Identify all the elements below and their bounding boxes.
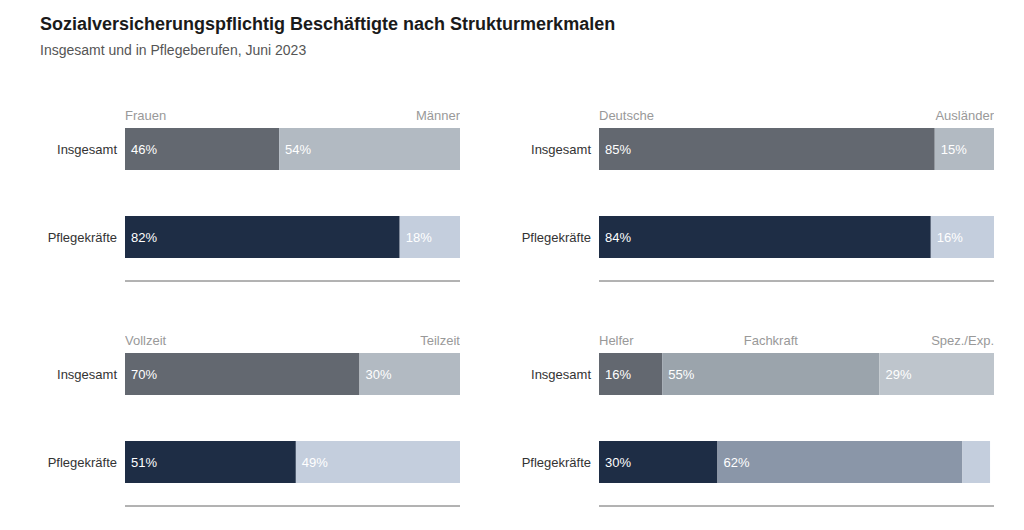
- svg-text:Helfer: Helfer: [599, 333, 634, 348]
- svg-text:49%: 49%: [302, 455, 328, 470]
- svg-text:30%: 30%: [366, 367, 392, 382]
- svg-text:Pflegekräfte: Pflegekräfte: [48, 230, 117, 245]
- svg-text:Insgesamt: Insgesamt: [531, 367, 591, 382]
- svg-text:16%: 16%: [937, 230, 963, 245]
- svg-text:16%: 16%: [605, 367, 631, 382]
- svg-text:15%: 15%: [941, 142, 967, 157]
- svg-text:18%: 18%: [406, 230, 432, 245]
- svg-text:Pflegekräfte: Pflegekräfte: [522, 455, 591, 470]
- html-text:Insgesamt und in Pflegeberufen: Insgesamt und in Pflegeberufen, Juni 202…: [40, 42, 307, 58]
- svg-text:85%: 85%: [605, 142, 631, 157]
- svg-text:Frauen: Frauen: [125, 108, 166, 123]
- svg-text:Insgesamt: Insgesamt: [531, 142, 591, 157]
- svg-text:Männer: Männer: [416, 108, 460, 123]
- svg-text:54%: 54%: [285, 142, 311, 157]
- svg-text:30%: 30%: [605, 455, 631, 470]
- svg-text:46%: 46%: [131, 142, 157, 157]
- svg-text:70%: 70%: [131, 367, 157, 382]
- svg-text:Teilzeit: Teilzeit: [420, 333, 460, 348]
- svg-text:Ausländer: Ausländer: [935, 108, 994, 123]
- svg-text:29%: 29%: [885, 367, 911, 382]
- svg-text:Deutsche: Deutsche: [599, 108, 654, 123]
- svg-text:Pflegekräfte: Pflegekräfte: [48, 455, 117, 470]
- svg-text:51%: 51%: [131, 455, 157, 470]
- html-text:Sozialversicherungspflichtig B: Sozialversicherungspflichtig Beschäftigt…: [40, 14, 616, 34]
- svg-text:Fachkraft: Fachkraft: [744, 333, 799, 348]
- svg-text:Insgesamt: Insgesamt: [57, 142, 117, 157]
- svg-text:Insgesamt: Insgesamt: [57, 367, 117, 382]
- svg-text:Vollzeit: Vollzeit: [125, 333, 167, 348]
- svg-text:84%: 84%: [605, 230, 631, 245]
- svg-text:55%: 55%: [668, 367, 694, 382]
- svg-text:82%: 82%: [131, 230, 157, 245]
- svg-text:62%: 62%: [724, 455, 750, 470]
- svg-text:Spez./Exp.: Spez./Exp.: [931, 333, 994, 348]
- svg-text:Pflegekräfte: Pflegekräfte: [522, 230, 591, 245]
